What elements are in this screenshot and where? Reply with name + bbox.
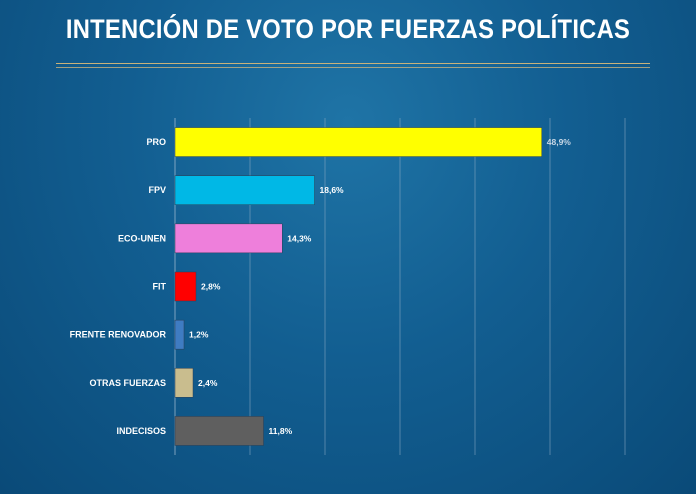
- bar-eco-unen: [174, 223, 283, 254]
- value-label: 48,9%: [547, 137, 572, 147]
- bar-otras-fuerzas: [174, 368, 194, 398]
- bar-fit: [174, 271, 197, 302]
- value-label: 2,8%: [201, 282, 221, 292]
- bar-fpv: [174, 175, 315, 205]
- value-label: 2,4%: [198, 378, 218, 388]
- title-divider-secondary: [56, 67, 650, 68]
- chart-title: INTENCIÓN DE VOTO POR FUERZAS POLÍTICAS: [65, 14, 631, 44]
- category-label: PRO: [146, 137, 166, 147]
- bar-pro: [174, 127, 542, 157]
- category-label: FRENTE RENOVADOR: [70, 330, 167, 340]
- value-label: 14,3%: [287, 233, 312, 243]
- category-label: ECO-UNEN: [118, 233, 166, 243]
- bar-frente-renovador: [174, 319, 185, 350]
- category-label: INDECISOS: [116, 426, 166, 436]
- value-label: 1,2%: [189, 330, 209, 340]
- category-label: FPV: [148, 185, 166, 195]
- title-divider: [56, 63, 650, 64]
- value-label: 18,6%: [320, 185, 345, 195]
- value-label: 11,8%: [269, 426, 293, 436]
- bar-indecisos: [174, 416, 264, 446]
- category-label: OTRAS FUERZAS: [90, 378, 167, 388]
- category-label: FIT: [153, 282, 167, 292]
